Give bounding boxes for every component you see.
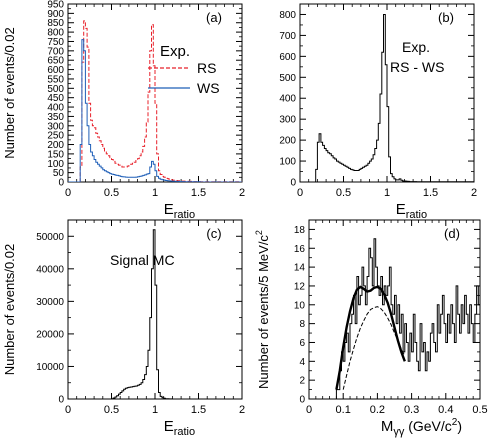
x-tick-label: 0.4	[438, 404, 453, 416]
y-tick-label: 900	[47, 9, 64, 20]
y-tick-label: 18	[294, 225, 306, 236]
y-tick-label: 800	[47, 28, 64, 39]
x-tick-label: 0.2	[370, 404, 385, 416]
y-tick-label: 40000	[36, 264, 64, 275]
series-signal-mc	[68, 229, 242, 399]
x-tick-label: 2	[239, 187, 245, 199]
x-tick-label: 0.5	[336, 187, 351, 199]
y-tick-label: 50000	[36, 232, 64, 243]
y-tick-label: 10000	[36, 362, 64, 373]
x-tick-label: 1.5	[423, 187, 438, 199]
panel-label: (c)	[206, 226, 221, 241]
y-tick-label: 12	[294, 281, 306, 292]
y-tick-label: 950	[47, 0, 64, 11]
annotation: Signal MC	[110, 252, 175, 268]
y-tick-label: 100	[47, 159, 64, 170]
y-tick-label: 50	[53, 168, 65, 179]
series-ws	[68, 39, 242, 182]
x-tick-label: 0.1	[336, 404, 351, 416]
y-tick-label: 2	[299, 376, 305, 387]
y-tick-label: 300	[279, 115, 296, 126]
x-tick-label: 2	[239, 404, 245, 416]
y-tick-label: 600	[279, 52, 296, 63]
y-tick-label: 0	[58, 178, 64, 189]
y-tick-label: 500	[47, 84, 64, 95]
x-axis-label: Eratio	[164, 418, 195, 438]
y-tick-label: 700	[279, 31, 296, 42]
y-tick-label: 14	[294, 263, 306, 274]
y-axis-label: Number of events/0.02	[2, 244, 17, 376]
x-tick-label: 1.5	[191, 187, 206, 199]
panel-a: 0 0.5 1 1.5 2 0501001502002503003504004505005…	[2, 0, 245, 221]
y-tick-label: 0	[299, 395, 305, 406]
panel-label: (b)	[438, 10, 454, 25]
y-tick-label: 550	[47, 74, 64, 85]
x-tick-label: 0	[306, 404, 312, 416]
x-tick-label: 0	[65, 187, 71, 199]
x-tick-label: 0	[65, 404, 71, 416]
x-tick-label: 0	[297, 187, 303, 199]
legend-entry: WS	[197, 80, 220, 96]
y-tick-label: 0	[58, 395, 64, 406]
x-tick-label: 1	[384, 187, 390, 199]
y-tick-label: 400	[47, 103, 64, 114]
panel-d: 0 0.1 0.2 0.3 0.4 0.5 0 2 4 6 8 10 12 14 16 18 (d) Mγγ (G…	[254, 219, 488, 438]
y-tick-label: 0	[290, 178, 296, 189]
x-tick-label: 1	[152, 404, 158, 416]
y-tick-label: 10	[294, 300, 306, 311]
y-tick-label: 20000	[36, 329, 64, 340]
panel-b: 0 0.5 1 1.5 2 0 100 200 300 400 500 600 700 800 (b) Era…	[279, 3, 477, 221]
y-tick-label: 200	[279, 136, 296, 147]
x-tick-label: 1.5	[191, 404, 206, 416]
annotation: RS - WS	[390, 59, 444, 75]
y-tick-label: 500	[279, 73, 296, 84]
panel-label: (a)	[206, 10, 222, 25]
series-fit	[335, 285, 406, 390]
y-tick-label: 100	[279, 157, 296, 168]
y-tick-label: 30000	[36, 297, 64, 308]
y-axis-label: Number of events/5 MeV/c2	[254, 230, 271, 389]
y-tick-label: 300	[47, 121, 64, 132]
y-tick-label: 650	[47, 56, 64, 67]
legend-entry: RS	[197, 60, 216, 76]
series-rs	[68, 20, 242, 182]
x-tick-label: 2	[471, 187, 477, 199]
y-tick-label: 8	[299, 319, 305, 330]
y-tick-label: 400	[279, 94, 296, 105]
legend-title: Exp.	[160, 43, 190, 60]
y-tick-label: 6	[299, 338, 305, 349]
y-tick-label: 350	[47, 112, 64, 123]
annotation: Exp.	[402, 39, 430, 55]
y-tick-label: 850	[47, 18, 64, 29]
series-data	[335, 238, 480, 399]
series-background	[342, 306, 406, 390]
y-tick-label: 750	[47, 37, 64, 48]
y-tick-label: 4	[299, 357, 305, 368]
y-tick-label: 450	[47, 93, 64, 104]
y-tick-label: 150	[47, 149, 64, 160]
x-axis-label: Eratio	[164, 201, 195, 221]
y-tick-label: 700	[47, 46, 64, 57]
y-tick-label: 250	[47, 131, 64, 142]
y-axis-label: Number of events/0.02	[2, 27, 17, 159]
x-tick-label: 0.3	[404, 404, 419, 416]
y-tick-label: 600	[47, 65, 64, 76]
x-tick-label: 0.5	[104, 404, 119, 416]
series-rs-ws	[300, 14, 474, 182]
y-tick-label: 800	[279, 10, 296, 21]
x-axis-label: Eratio	[396, 201, 427, 221]
x-tick-label: 1	[152, 187, 158, 199]
y-tick-label: 16	[294, 244, 306, 255]
panel-label: (d)	[444, 226, 460, 241]
x-tick-label: 0.5	[104, 187, 119, 199]
y-tick-label: 200	[47, 140, 64, 151]
x-tick-label: 0.5	[472, 404, 487, 416]
x-axis-label: Mγγ (GeV/c2)	[381, 417, 462, 438]
panel-c: 0 0.5 1 1.5 2 0 10000 20000 30000 40000 50000 (c) Er…	[2, 219, 245, 438]
